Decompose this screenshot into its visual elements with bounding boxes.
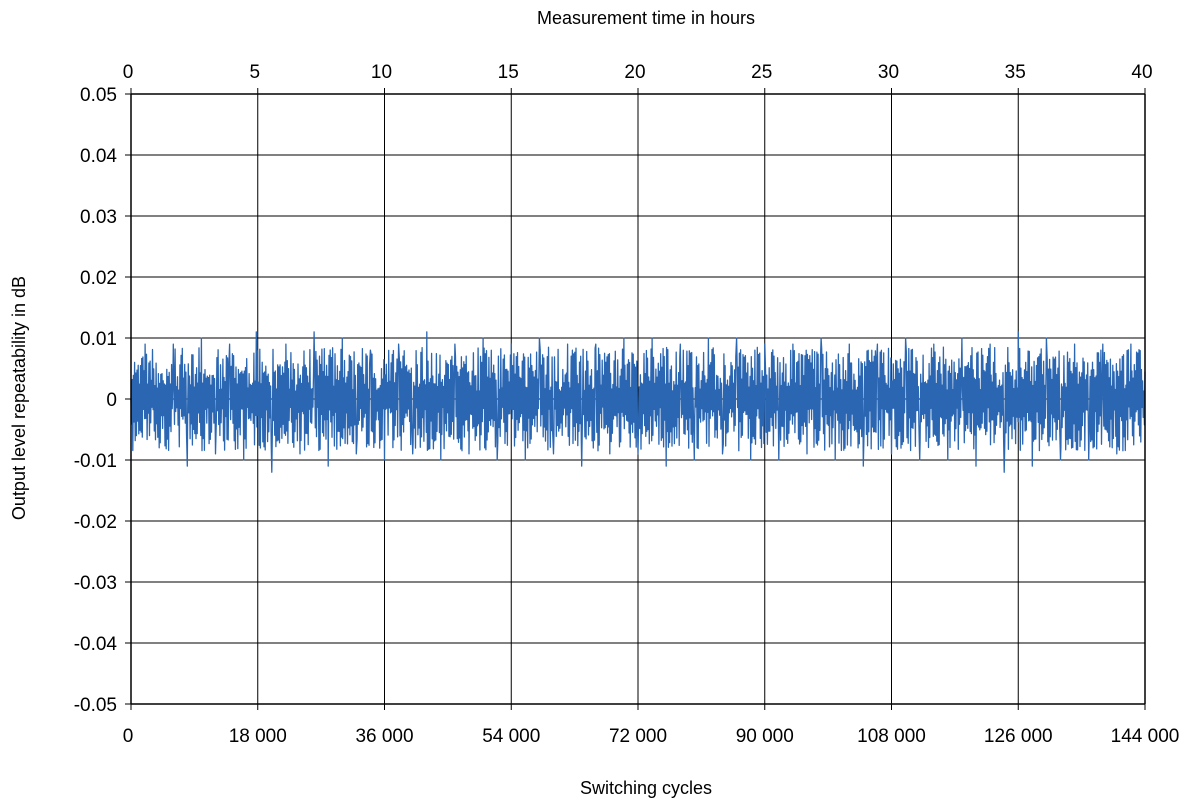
x-tick-label: 144 000 — [1111, 726, 1180, 747]
top-tick-label: 20 — [624, 62, 645, 83]
y-tick-label: 0.02 — [80, 268, 117, 289]
y-tick-label: -0.03 — [74, 573, 117, 594]
x-tick-label: 18 000 — [229, 726, 287, 747]
x-axis-title: Switching cycles — [580, 778, 712, 798]
ticks-layer: 0.05 0.04 0.03 0.02 0.01 0 -0.01 -0.02 -0.03 -0.0… — [74, 62, 1180, 747]
x-tick-label: 108 000 — [857, 726, 926, 747]
top-tick-label: 15 — [498, 62, 519, 83]
x-tick-label: 0 — [123, 726, 134, 747]
y-tick-label: 0.01 — [80, 329, 117, 350]
x-tick-label: 126 000 — [984, 726, 1053, 747]
x-tick-label: 54 000 — [482, 726, 540, 747]
x-tick-label: 90 000 — [736, 726, 794, 747]
y-tick-label: -0.04 — [74, 634, 118, 655]
y-tick-label: -0.02 — [74, 512, 117, 533]
x-tick-label: 72 000 — [609, 726, 667, 747]
top-tick-label: 35 — [1005, 62, 1026, 83]
top-tick-label: 5 — [249, 62, 260, 83]
series-line — [130, 331, 1146, 473]
y-tick-label: -0.05 — [74, 695, 117, 716]
y-tick-label: -0.01 — [74, 451, 117, 472]
top-tick-label: 40 — [1131, 62, 1152, 83]
y-tick-label: 0 — [106, 390, 117, 411]
top-axis-title: Measurement time in hours — [537, 8, 755, 28]
top-tick-label: 25 — [751, 62, 772, 83]
top-tick-label: 30 — [878, 62, 899, 83]
y-axis-title: Output level repeatability in dB — [9, 276, 29, 520]
x-tick-label: 36 000 — [355, 726, 413, 747]
y-tick-label: 0.04 — [80, 146, 117, 167]
top-tick-label: 10 — [371, 62, 392, 83]
y-tick-label: 0.05 — [80, 85, 117, 106]
y-tick-label: 0.03 — [80, 207, 117, 228]
series-layer — [130, 331, 1146, 473]
top-tick-label: 0 — [123, 62, 134, 83]
